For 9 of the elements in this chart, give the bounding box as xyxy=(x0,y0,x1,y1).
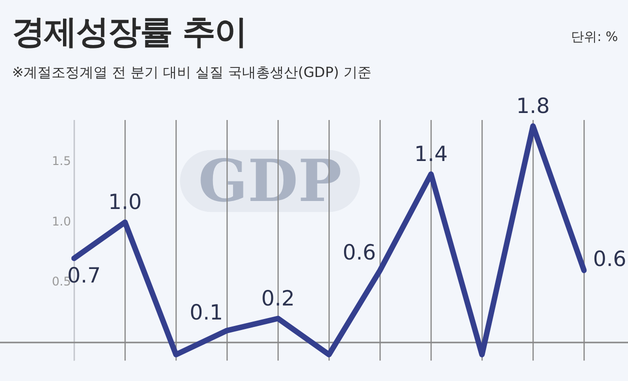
chart-subtitle: ※계절조정계열 전 분기 대비 실질 국내총생산(GDP) 기준 xyxy=(12,64,372,82)
text: 단위: % xyxy=(571,29,618,46)
data-label: 0.6 xyxy=(342,240,376,264)
data-label: 0.1 xyxy=(190,300,223,324)
y-tick-label: 1.0 xyxy=(52,214,71,228)
y-tick-label: 1.5 xyxy=(52,154,71,168)
data-label: 0.6 xyxy=(593,246,626,271)
data-label: 1.8 xyxy=(516,94,550,118)
chart-title: 경제성장률 추이 xyxy=(12,11,246,53)
